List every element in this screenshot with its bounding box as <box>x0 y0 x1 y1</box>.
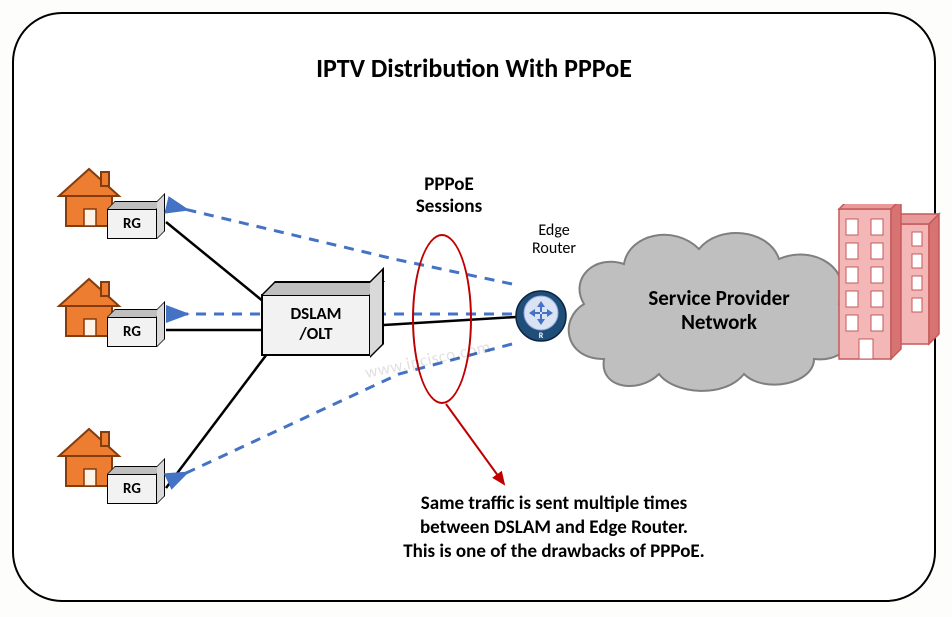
edge-router-icon: R <box>514 289 569 344</box>
svg-text:R: R <box>539 331 544 341</box>
diagram-frame: IPTV Distribution With PPPoE RG RG RG <box>12 12 936 602</box>
pppoe-sessions-label: PPPoE Sessions <box>394 174 504 218</box>
pppoe-sessions-ellipse <box>412 234 472 404</box>
buildings-icon <box>834 204 944 364</box>
dslam-olt-node: DSLAM /OLT <box>261 294 371 356</box>
rg-node: RG <box>107 474 157 504</box>
diagram-title: IPTV Distribution With PPPoE <box>14 52 934 84</box>
dslam-label-1: DSLAM <box>290 303 341 324</box>
rg-node: RG <box>107 209 157 239</box>
cloud-label: Service Provider Network <box>604 286 834 334</box>
caption-text: Same traffic is sent multiple times betw… <box>319 492 789 564</box>
rg-node: RG <box>107 317 157 347</box>
dslam-label-2: /OLT <box>299 323 332 344</box>
